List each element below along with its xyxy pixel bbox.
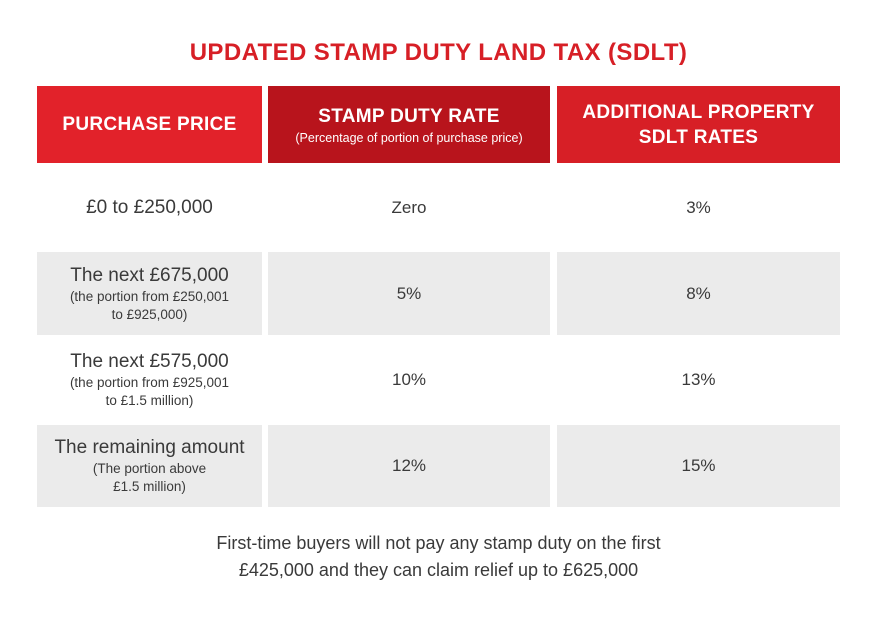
table-row-4-price: The remaining amount (The portion above … xyxy=(37,425,262,507)
table-row-3-rate: 10% xyxy=(268,339,550,421)
row-rate-value: 5% xyxy=(396,283,422,303)
table-row-1-price: £0 to £250,000 xyxy=(37,167,262,248)
footer-note: First-time buyers will not pay any stamp… xyxy=(0,530,877,584)
row-price-note-line2: to £1.5 million) xyxy=(105,393,194,408)
header-stamp-duty-rate-subtitle: (Percentage of portion of purchase price… xyxy=(295,130,523,145)
table-row-2-rate: 5% xyxy=(268,252,550,335)
row-price-note-line2: £1.5 million) xyxy=(113,479,186,494)
header-additional-property-line1: ADDITIONAL PROPERTY xyxy=(582,101,815,123)
header-purchase-price: PURCHASE PRICE xyxy=(37,86,262,163)
row-rate-value: 10% xyxy=(391,370,427,389)
table-row-4-additional: 15% xyxy=(557,425,840,507)
table-row-3-additional: 13% xyxy=(557,339,840,421)
footer-note-line1: First-time buyers will not pay any stamp… xyxy=(216,533,661,553)
row-price-note-line1: (the portion from £925,001 xyxy=(69,375,230,390)
row-additional-value: 15% xyxy=(681,456,716,475)
footer-note-line2: £425,000 and they can claim relief up to… xyxy=(238,560,639,580)
table-row-1-additional: 3% xyxy=(557,167,840,248)
header-stamp-duty-rate: STAMP DUTY RATE (Percentage of portion o… xyxy=(268,86,550,163)
row-price-note-line2: to £925,000) xyxy=(111,306,188,322)
table-row-4-rate: 12% xyxy=(268,425,550,507)
row-additional-value: 13% xyxy=(681,370,716,389)
header-additional-property: ADDITIONAL PROPERTY SDLT RATES xyxy=(557,86,840,163)
row-rate-value: Zero xyxy=(391,197,427,217)
table-row-3-price: The next £575,000 (the portion from £925… xyxy=(37,339,262,421)
row-additional-value: 3% xyxy=(686,197,711,217)
header-additional-property-line2: SDLT RATES xyxy=(638,126,759,148)
row-price-label: The remaining amount xyxy=(54,437,245,458)
row-price-note-line1: (The portion above xyxy=(92,461,207,476)
table-row-2-additional: 8% xyxy=(557,252,840,335)
row-rate-value: 12% xyxy=(391,456,427,475)
header-stamp-duty-rate-label: STAMP DUTY RATE xyxy=(318,105,500,127)
header-purchase-price-label: PURCHASE PRICE xyxy=(62,114,237,135)
table-row-2-price: The next £675,000 (the portion from £250… xyxy=(37,252,262,335)
row-additional-value: 8% xyxy=(686,283,711,303)
page-title: UPDATED STAMP DUTY LAND TAX (SDLT) xyxy=(189,39,688,66)
row-price-label: The next £575,000 xyxy=(70,351,229,372)
table-row-1-rate: Zero xyxy=(268,167,550,248)
row-price-label: The next £675,000 xyxy=(70,264,229,286)
row-price-label: £0 to £250,000 xyxy=(86,196,213,218)
row-price-note-line1: (the portion from £250,001 xyxy=(69,288,230,304)
